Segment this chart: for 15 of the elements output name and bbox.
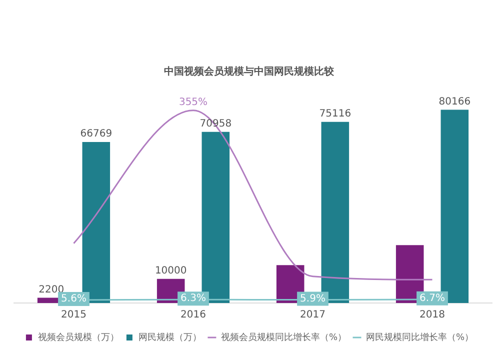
data-label: 2200	[38, 284, 64, 296]
data-label: 10000	[154, 265, 187, 276]
x-tick-label: 2016	[180, 310, 206, 321]
x-tick-label: 2017	[300, 310, 326, 321]
chart-title: 中国视频会员规模与中国网民规模比较	[164, 66, 335, 78]
data-label: 355%	[178, 97, 208, 108]
legend-label: 视频会员规模同比增长率（%）	[220, 332, 347, 343]
data-label: 80166	[438, 96, 471, 108]
legend-label: 网民规模同比增长率（%）	[366, 332, 474, 343]
x-tick-label: 2015	[61, 310, 86, 321]
data-label: 75116	[319, 108, 352, 120]
legend-label: 视频会员规模（万）	[38, 332, 119, 343]
legend-label: 网民规模（万）	[138, 332, 202, 343]
x-tick-label: 2018	[420, 310, 445, 321]
data-label: 66769	[80, 128, 112, 140]
